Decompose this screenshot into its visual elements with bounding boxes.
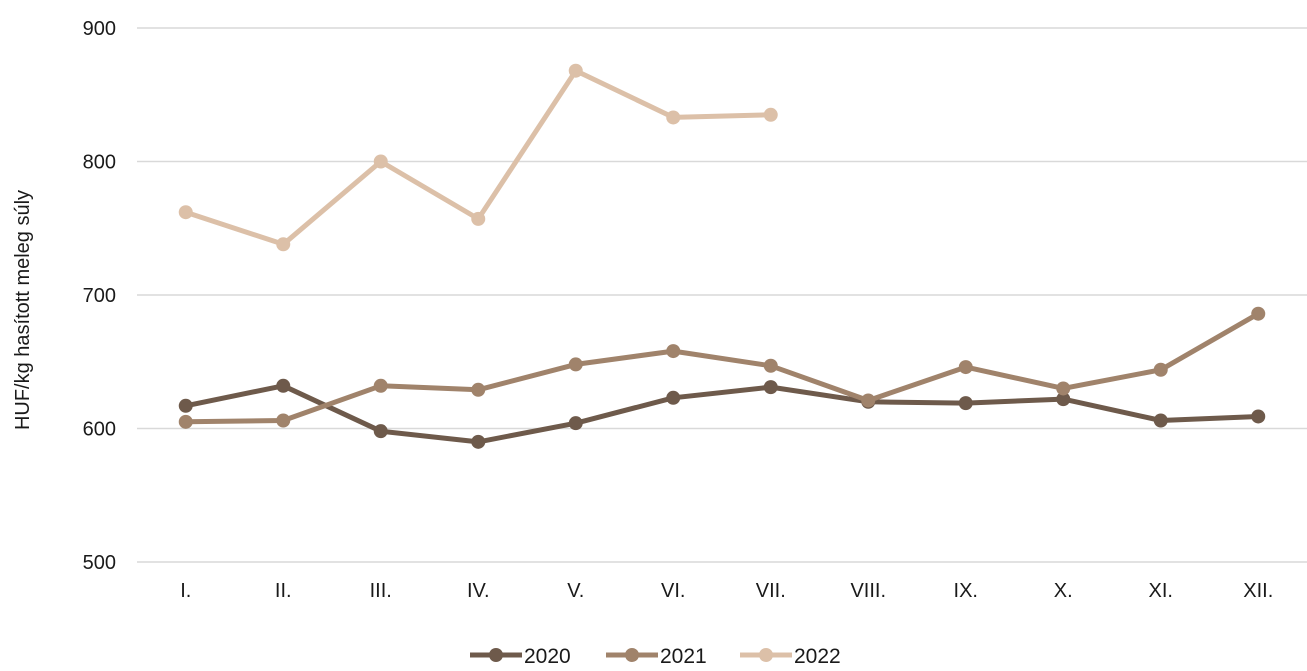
data-point: [373, 378, 388, 393]
data-point: [178, 205, 193, 220]
data-point: [763, 380, 778, 395]
data-point: [666, 344, 681, 359]
y-axis-title: HUF/kg hasított meleg súly: [12, 190, 34, 430]
data-point: [763, 358, 778, 373]
series: [178, 63, 1266, 449]
data-point: [1251, 306, 1266, 321]
series-2021: [178, 306, 1266, 429]
data-point: [276, 378, 291, 393]
x-tick-label: VII.: [756, 580, 786, 602]
data-point: [958, 360, 973, 375]
data-point: [373, 154, 388, 169]
data-point: [373, 424, 388, 439]
legend-item-2022: 2022: [740, 645, 841, 668]
data-point: [958, 396, 973, 411]
x-tick-label: VIII.: [850, 580, 886, 602]
series-line-2020: [183, 383, 1261, 445]
data-point: [178, 398, 193, 413]
x-tick-label: II.: [275, 580, 292, 602]
data-point: [1251, 409, 1266, 424]
data-point: [568, 357, 583, 372]
legend-swatch-marker: [489, 648, 503, 662]
legend-swatch-marker: [625, 648, 639, 662]
data-point: [666, 390, 681, 405]
legend-item-2021: 2021: [606, 645, 707, 668]
data-point: [568, 416, 583, 431]
y-tick-label: 500: [83, 552, 116, 574]
legend-label: 2020: [524, 645, 571, 666]
x-tick-label: IX.: [954, 580, 978, 602]
legend: 2020 2021 2022: [470, 645, 841, 668]
series-2022: [178, 63, 778, 252]
legend-item-2020: 2020: [470, 645, 571, 668]
series-2020: [178, 378, 1266, 449]
data-point: [276, 413, 291, 428]
x-tick-label: III.: [370, 580, 392, 602]
x-tick-label: VI.: [661, 580, 685, 602]
data-point: [471, 211, 486, 226]
x-tick-label: V.: [567, 580, 584, 602]
y-tick-label: 700: [83, 285, 116, 307]
data-point: [178, 414, 193, 429]
data-point: [276, 237, 291, 252]
x-tick-label: X.: [1054, 580, 1073, 602]
legend-label: 2021: [660, 645, 707, 666]
data-point: [1153, 413, 1168, 428]
y-tick-label: 600: [83, 419, 116, 441]
series-line-2021: [183, 311, 1261, 425]
data-point: [471, 382, 486, 397]
data-point: [763, 107, 778, 122]
y-tick-label: 900: [83, 18, 116, 40]
x-tick-label: XII.: [1243, 580, 1273, 602]
x-tick-label: XI.: [1149, 580, 1173, 602]
data-point: [471, 434, 486, 449]
legend-label: 2022: [794, 645, 841, 666]
data-point: [861, 393, 876, 408]
data-point: [1153, 362, 1168, 377]
y-axis-ticks: 500 600 700 800 900: [83, 18, 116, 574]
gridlines: [137, 27, 1307, 563]
legend-swatch-marker: [759, 648, 773, 662]
y-tick-label: 800: [83, 152, 116, 174]
x-axis-ticks: I. II. III. IV. V. VI. VII. VIII. IX. X. XI. XII.: [180, 580, 1273, 602]
x-tick-label: I.: [180, 580, 191, 602]
data-point: [666, 110, 681, 125]
data-point: [1056, 392, 1071, 407]
data-point: [1056, 381, 1071, 396]
x-tick-label: IV.: [467, 580, 490, 602]
data-point: [568, 63, 583, 78]
